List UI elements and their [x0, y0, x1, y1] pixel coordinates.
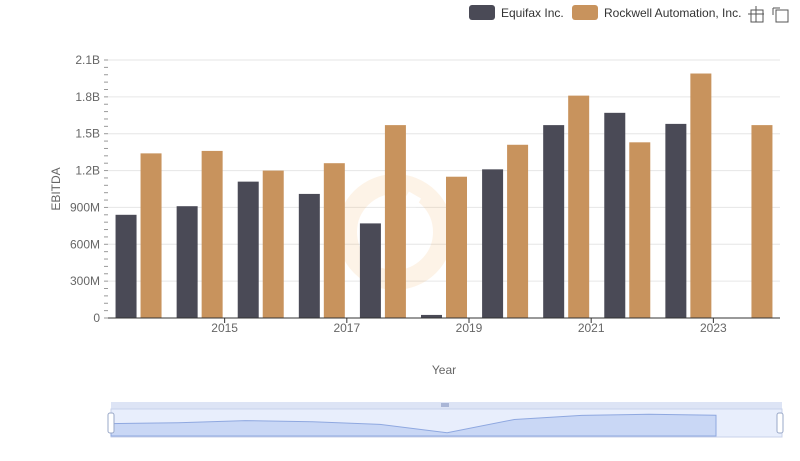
- bar-equifax-2014[interactable]: [115, 214, 137, 318]
- bar-rockwell-2015[interactable]: [201, 150, 223, 318]
- y-minor-ticks: [104, 59, 108, 319]
- x-axis-title: Year: [432, 363, 456, 377]
- x-axis-ticks: 2015 2017 2019 2021 2023: [211, 318, 727, 335]
- bar-rockwell-2022[interactable]: [629, 142, 651, 318]
- slider-right-handle[interactable]: [776, 412, 784, 434]
- bar-equifax-2020[interactable]: [482, 169, 504, 318]
- bar-rockwell-2021[interactable]: [568, 95, 590, 318]
- legend-item-rockwell[interactable]: Rockwell Automation, Inc.: [572, 5, 741, 20]
- y-tick-label: 300M: [70, 274, 100, 288]
- y-tick-label: 1.8B: [75, 90, 100, 104]
- x-tick-label: 2015: [211, 321, 238, 335]
- bar-series: [115, 73, 773, 318]
- y-tick-label: 1.5B: [75, 127, 100, 141]
- x-tick-label: 2019: [456, 321, 483, 335]
- legend-label-equifax: Equifax Inc.: [501, 6, 564, 20]
- slider-move-handle[interactable]: [441, 403, 449, 407]
- back-arrow-icon[interactable]: [772, 7, 789, 23]
- slider-preview-area: [110, 413, 717, 437]
- bar-rockwell-2016[interactable]: [262, 170, 284, 318]
- y-tick-label: 0: [93, 311, 100, 325]
- bar-rockwell-2019[interactable]: [446, 176, 467, 318]
- crosshair-zoom-icon[interactable]: [748, 6, 764, 23]
- x-tick-label: 2017: [333, 321, 360, 335]
- bar-rockwell-2020[interactable]: [507, 144, 529, 318]
- bar-rockwell-2023[interactable]: [690, 73, 712, 318]
- legend-swatch-equifax: [469, 5, 495, 20]
- legend-label-rockwell: Rockwell Automation, Inc.: [604, 6, 741, 20]
- x-tick-label: 2021: [578, 321, 605, 335]
- y-axis-title: EBITDA: [49, 167, 63, 210]
- y-tick-label: 2.1B: [75, 53, 100, 67]
- bar-rockwell-2014[interactable]: [140, 153, 162, 318]
- bar-equifax-2016[interactable]: [237, 181, 259, 318]
- y-axis-ticks: 0 300M 600M 900M 1.2B 1.5B 1.8B 2.1B: [70, 53, 100, 325]
- legend-item-equifax[interactable]: Equifax Inc.: [469, 5, 564, 20]
- y-tick-label: 1.2B: [75, 164, 100, 178]
- bar-rockwell-2024[interactable]: [751, 125, 773, 318]
- y-tick-label: 600M: [70, 237, 100, 251]
- bar-equifax-2019[interactable]: [421, 314, 442, 318]
- bar-equifax-2021[interactable]: [543, 125, 565, 318]
- slider-left-handle[interactable]: [107, 412, 115, 434]
- x-tick-label: 2023: [700, 321, 727, 335]
- bar-rockwell-2017[interactable]: [323, 163, 345, 318]
- bar-rockwell-2018[interactable]: [384, 125, 406, 318]
- legend-swatch-rockwell: [572, 5, 598, 20]
- bar-equifax-2017[interactable]: [298, 193, 320, 318]
- bar-equifax-2018[interactable]: [359, 223, 381, 318]
- data-zoom-slider[interactable]: [107, 402, 784, 438]
- bar-equifax-2015[interactable]: [176, 206, 198, 318]
- bar-equifax-2022[interactable]: [604, 112, 626, 318]
- y-tick-label: 900M: [70, 200, 100, 214]
- legend: Equifax Inc. Rockwell Automation, Inc.: [469, 5, 741, 20]
- bar-equifax-2023[interactable]: [665, 123, 687, 318]
